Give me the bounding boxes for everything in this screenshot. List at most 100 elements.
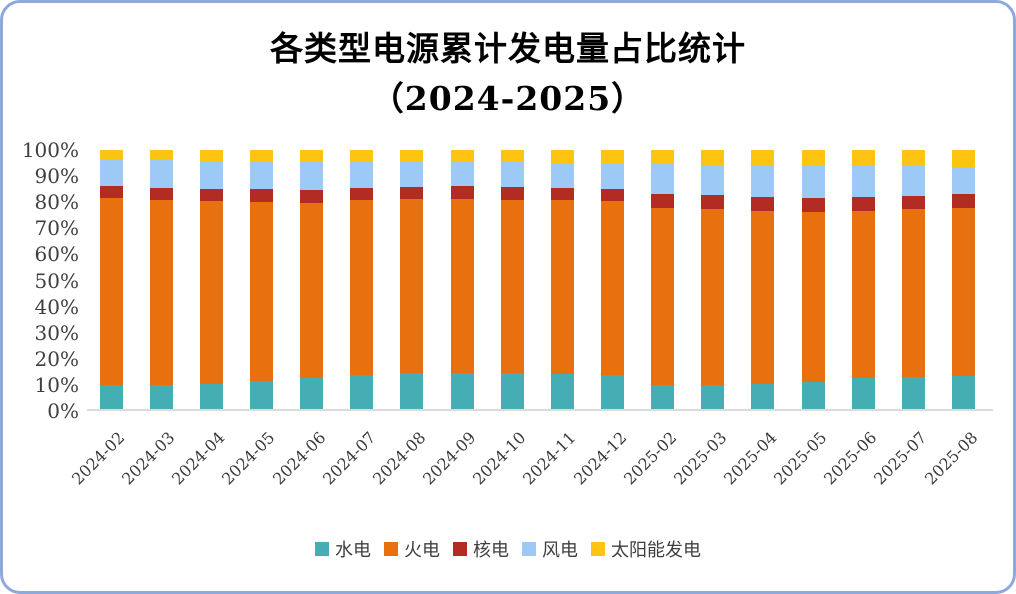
bar-segment-水电: [851, 378, 875, 409]
stacked-bar-2024-04: [199, 150, 223, 409]
x-axis-tick-label: 2025-05: [770, 428, 831, 489]
plot-area: [87, 150, 993, 411]
legend-swatch-icon: [315, 542, 329, 556]
bar-segment-风电: [651, 163, 675, 195]
stacked-bar-2024-11: [550, 150, 574, 409]
bar-segment-火电: [952, 208, 976, 377]
bar-segment-水电: [801, 382, 825, 409]
y-axis-tick-label: 90%: [34, 164, 79, 189]
bar-segment-太阳能发电: [249, 150, 273, 163]
stacked-bar-2024-05: [249, 150, 273, 409]
bar-segment-水电: [400, 373, 424, 409]
bar-segment-水电: [350, 374, 374, 409]
stacked-bar-2025-08: [952, 150, 976, 409]
bar-segment-风电: [801, 165, 825, 198]
stacked-bar-2025-03: [701, 150, 725, 409]
x-axis-tick-label: 2024-12: [569, 428, 630, 489]
bar-segment-核电: [99, 185, 123, 198]
chart-title-line1: 各类型电源累计发电量占比统计: [270, 29, 746, 68]
bar-segment-核电: [901, 196, 925, 210]
bar-segment-太阳能发电: [300, 150, 324, 163]
bar-segment-水电: [249, 381, 273, 409]
bar-segment-核电: [300, 190, 324, 203]
x-axis-tick-label: 2024-05: [218, 428, 279, 489]
bar-segment-太阳能发电: [801, 150, 825, 166]
bar-segment-风电: [99, 158, 123, 186]
x-axis-tick-label: 2025-07: [870, 428, 931, 489]
chart-legend: 水电 火电 核电 风电 太阳能发电: [3, 536, 1013, 562]
bar-segment-风电: [149, 158, 173, 188]
stacked-bar-2024-03: [149, 150, 173, 409]
x-axis-tick-label: 2024-02: [67, 428, 129, 489]
bar-segment-核电: [801, 197, 825, 212]
bar-segment-火电: [99, 197, 123, 386]
chart-title-line2: （2024-2025）: [370, 79, 646, 118]
bar-segment-太阳能发电: [701, 150, 725, 165]
stacked-bar-2024-10: [500, 150, 524, 409]
bar-segment-太阳能发电: [751, 150, 775, 166]
bar-segment-水电: [550, 374, 574, 409]
bar-segment-核电: [651, 194, 675, 209]
x-axis-tick-label: 2025-08: [920, 428, 981, 489]
bar-segment-风电: [500, 161, 524, 188]
bar-segment-太阳能发电: [350, 150, 374, 162]
bar-segment-水电: [149, 385, 173, 409]
x-axis-tick-label: 2025-03: [669, 428, 731, 489]
bar-segment-太阳能发电: [952, 150, 976, 167]
bar-segment-水电: [701, 385, 725, 409]
y-axis-tick-label: 60%: [34, 242, 79, 267]
legend-label: 太阳能发电: [611, 540, 701, 561]
bar-segment-火电: [901, 209, 925, 377]
x-axis-tick-label: 2024-11: [519, 428, 580, 489]
bar-segment-火电: [550, 200, 574, 375]
legend-label: 火电: [404, 540, 440, 561]
bar-segment-水电: [500, 373, 524, 409]
y-axis-tick-label: 30%: [34, 320, 79, 345]
bar-segment-太阳能发电: [99, 150, 123, 159]
bar-segment-火电: [350, 200, 374, 375]
x-axis-tick-label: 2025-04: [719, 428, 781, 489]
bar-segment-火电: [450, 198, 474, 373]
bar-segment-风电: [601, 163, 624, 190]
x-axis-labels: 2024-02 2024-03 2024-04 2024-05 2024-06 2024-…: [68, 416, 993, 516]
bar-segment-太阳能发电: [400, 150, 424, 162]
bar-segment-风电: [701, 164, 725, 196]
bar-segment-火电: [701, 209, 725, 386]
bar-segment-水电: [651, 385, 675, 409]
bar-segment-风电: [952, 166, 976, 195]
stacked-bar-2024-02: [99, 150, 123, 409]
bar-segment-水电: [450, 373, 474, 409]
stacked-bar-2025-04: [751, 150, 775, 409]
bar-segment-太阳能发电: [500, 150, 524, 162]
bar-segment-风电: [851, 166, 875, 197]
stacked-bar-2024-12: [601, 150, 624, 409]
y-axis-tick-label: 100%: [21, 138, 79, 162]
stacked-bar-2024-07: [350, 150, 374, 409]
y-axis-tick-label: 50%: [34, 268, 79, 293]
bar-segment-风电: [901, 166, 925, 197]
stacked-bar-2025-02: [651, 150, 675, 409]
bar-segment-太阳能发电: [550, 150, 574, 163]
bar-segment-太阳能发电: [450, 150, 474, 162]
bar-segment-风电: [350, 161, 374, 188]
bar-segment-核电: [952, 194, 976, 209]
y-axis-labels: 100% 90% 80% 70% 60% 50% 40% 30% 20% 10% 0%: [17, 139, 79, 422]
bar-segment-风电: [450, 161, 474, 187]
bar-segment-水电: [300, 378, 324, 409]
bar-segment-水电: [952, 376, 976, 409]
bar-segment-风电: [249, 162, 273, 190]
bar-segment-火电: [300, 202, 324, 379]
bar-segment-核电: [601, 189, 624, 202]
y-axis-tick-label: 40%: [34, 294, 79, 319]
y-axis-tick-label: 0%: [47, 399, 79, 423]
x-axis-tick-label: 2025-02: [619, 428, 681, 489]
bar-segment-太阳能发电: [601, 150, 624, 163]
stacked-bar-2025-07: [901, 150, 925, 409]
bar-segment-风电: [550, 162, 574, 188]
stacked-bar-2024-08: [400, 150, 424, 409]
bar-segment-火电: [801, 211, 825, 383]
bar-segment-核电: [400, 187, 424, 200]
y-axis-tick-label: 70%: [34, 216, 79, 241]
bar-segment-核电: [550, 187, 574, 200]
